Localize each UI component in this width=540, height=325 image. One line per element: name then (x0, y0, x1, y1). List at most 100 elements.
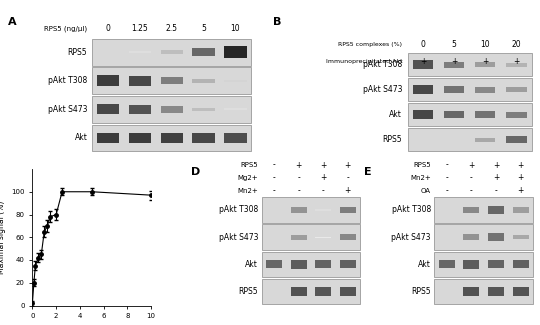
FancyBboxPatch shape (512, 207, 529, 213)
Text: RPS5: RPS5 (239, 287, 258, 296)
Text: RPS5: RPS5 (413, 162, 431, 168)
FancyBboxPatch shape (475, 62, 495, 67)
Text: +: + (420, 57, 426, 66)
FancyBboxPatch shape (488, 260, 504, 268)
FancyBboxPatch shape (434, 279, 533, 304)
FancyBboxPatch shape (92, 67, 251, 94)
Text: pAkt T308: pAkt T308 (392, 205, 431, 214)
Text: -: - (446, 161, 448, 170)
FancyBboxPatch shape (92, 96, 251, 123)
FancyBboxPatch shape (434, 224, 533, 250)
Text: +: + (295, 161, 302, 170)
FancyBboxPatch shape (291, 287, 307, 296)
FancyBboxPatch shape (438, 260, 455, 268)
FancyBboxPatch shape (463, 260, 480, 268)
FancyBboxPatch shape (340, 260, 356, 268)
FancyBboxPatch shape (291, 235, 307, 240)
Text: pAkt T308: pAkt T308 (48, 76, 87, 85)
FancyBboxPatch shape (444, 86, 464, 93)
FancyBboxPatch shape (444, 61, 464, 68)
FancyBboxPatch shape (408, 53, 532, 76)
Text: Akt: Akt (389, 110, 402, 119)
FancyBboxPatch shape (507, 63, 526, 67)
FancyBboxPatch shape (129, 51, 151, 53)
Text: +: + (320, 161, 326, 170)
Text: -: - (273, 174, 275, 182)
Text: pAkt T308: pAkt T308 (219, 205, 258, 214)
Text: Mg2+: Mg2+ (238, 175, 258, 181)
FancyBboxPatch shape (161, 133, 183, 143)
Text: pAkt S473: pAkt S473 (48, 105, 87, 114)
FancyBboxPatch shape (315, 237, 331, 238)
Text: -: - (470, 174, 472, 182)
Text: pAkt S473: pAkt S473 (392, 233, 431, 241)
FancyBboxPatch shape (161, 50, 183, 54)
FancyBboxPatch shape (488, 206, 504, 214)
Text: RPS5: RPS5 (68, 48, 87, 57)
FancyBboxPatch shape (266, 260, 282, 268)
Text: +: + (492, 174, 499, 182)
FancyBboxPatch shape (261, 279, 360, 304)
FancyBboxPatch shape (512, 235, 529, 240)
FancyBboxPatch shape (340, 206, 356, 213)
FancyBboxPatch shape (92, 39, 251, 66)
FancyBboxPatch shape (488, 287, 504, 296)
Text: Akt: Akt (245, 260, 258, 269)
FancyBboxPatch shape (413, 60, 433, 69)
FancyBboxPatch shape (161, 106, 183, 113)
FancyBboxPatch shape (224, 133, 247, 143)
FancyBboxPatch shape (475, 87, 495, 93)
FancyBboxPatch shape (512, 287, 529, 296)
Text: RPS5: RPS5 (383, 135, 402, 144)
FancyBboxPatch shape (192, 79, 215, 83)
Text: 1.25: 1.25 (132, 24, 148, 33)
FancyBboxPatch shape (161, 77, 183, 84)
FancyBboxPatch shape (507, 111, 526, 118)
Text: 20: 20 (511, 40, 521, 49)
FancyBboxPatch shape (224, 109, 247, 110)
FancyBboxPatch shape (97, 133, 119, 143)
FancyBboxPatch shape (291, 207, 307, 213)
Text: RPS5: RPS5 (411, 287, 431, 296)
Text: +: + (345, 186, 351, 195)
Text: +: + (517, 161, 524, 170)
Text: 10: 10 (231, 24, 240, 33)
Text: -: - (495, 186, 497, 195)
Text: 5: 5 (452, 40, 457, 49)
FancyBboxPatch shape (92, 124, 251, 151)
Text: +: + (517, 186, 524, 195)
Text: E: E (363, 167, 371, 177)
FancyBboxPatch shape (413, 110, 433, 119)
Text: pAkt S473: pAkt S473 (219, 233, 258, 241)
FancyBboxPatch shape (507, 87, 526, 92)
Text: +: + (468, 161, 475, 170)
FancyBboxPatch shape (291, 260, 307, 268)
Text: 0: 0 (106, 24, 111, 33)
FancyBboxPatch shape (512, 260, 529, 268)
FancyBboxPatch shape (507, 136, 526, 143)
Text: RPS5 (ng/µl): RPS5 (ng/µl) (44, 25, 87, 32)
FancyBboxPatch shape (463, 207, 480, 213)
Text: -: - (297, 174, 300, 182)
FancyBboxPatch shape (475, 138, 495, 142)
Y-axis label: Maximal signal (%): Maximal signal (%) (0, 201, 6, 274)
Text: -: - (446, 186, 448, 195)
FancyBboxPatch shape (192, 108, 215, 111)
FancyBboxPatch shape (315, 287, 331, 296)
Text: Akt: Akt (418, 260, 431, 269)
Text: pAkt S473: pAkt S473 (363, 85, 402, 94)
FancyBboxPatch shape (315, 260, 331, 268)
Text: pAkt T308: pAkt T308 (363, 60, 402, 69)
Text: RPS5: RPS5 (240, 162, 258, 168)
FancyBboxPatch shape (340, 287, 356, 296)
Text: Immunoprecipitated Akt: Immunoprecipitated Akt (326, 59, 402, 64)
Text: B: B (273, 17, 281, 27)
FancyBboxPatch shape (488, 233, 504, 241)
Text: +: + (320, 174, 326, 182)
Text: +: + (517, 174, 524, 182)
Text: +: + (482, 57, 489, 66)
FancyBboxPatch shape (224, 80, 247, 82)
Text: -: - (273, 161, 275, 170)
FancyBboxPatch shape (261, 197, 360, 223)
Text: Mn2+: Mn2+ (410, 175, 431, 181)
